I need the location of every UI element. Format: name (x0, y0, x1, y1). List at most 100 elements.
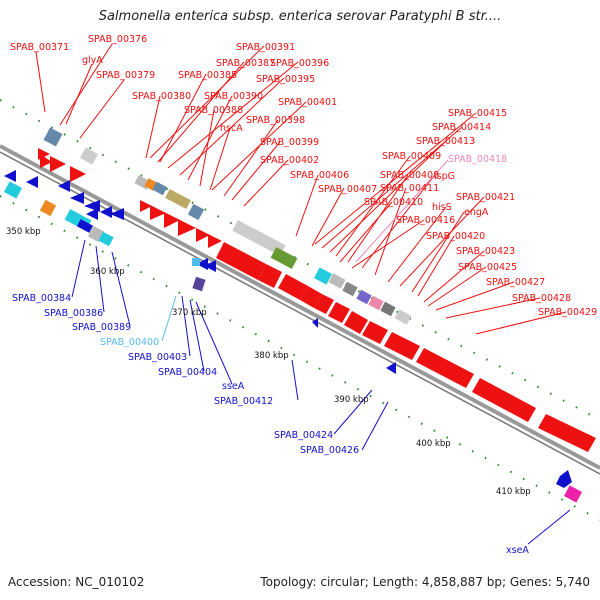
gene-rev (192, 258, 200, 266)
gene-label-spab-00399: SPAB_00399 (260, 137, 319, 148)
gene-fwd (196, 228, 210, 242)
gene-label-spab-00423: SPAB_00423 (456, 246, 515, 257)
gene-label-spab-00414: SPAB_00414 (432, 122, 491, 133)
gene-fwd (258, 264, 282, 288)
gene-label-ispg: ispG (434, 171, 455, 182)
gene-rev (26, 176, 38, 188)
gene-fwd (80, 147, 98, 165)
gene-fwd (40, 154, 52, 168)
tick-label-380: 380 kbp (254, 351, 289, 361)
gene-label-spab-00428: SPAB_00428 (512, 293, 571, 304)
gene-rev (86, 208, 98, 220)
gene-rev (100, 206, 112, 218)
gene-label-spab-00409: SPAB_00409 (382, 151, 441, 162)
gene-label-spab-00408: SPAB_00408 (380, 170, 439, 181)
genome-summary-text: Topology: circular; Length: 4,858,887 bp… (260, 575, 590, 589)
gene-fwd (342, 281, 358, 297)
gene-label-spab-00389: SPAB_00389 (72, 322, 131, 333)
gene-label-spab-00391: SPAB_00391 (236, 42, 295, 53)
gene-label-spab-00400: SPAB_00400 (100, 337, 159, 348)
forward-genes (38, 127, 596, 452)
gene-fwd (270, 247, 298, 269)
gene-label-ssea: sseA (222, 381, 245, 392)
gene-label-spab-00407: SPAB_00407 (318, 184, 377, 195)
gene-fwd (187, 203, 205, 221)
gene-fwd (314, 267, 332, 285)
gene-rev (564, 485, 582, 503)
gene-label-spab-00376: SPAB_00376 (88, 34, 147, 45)
gene-label-spab-00413: SPAB_00413 (416, 136, 475, 147)
backbone-outer (0, 144, 600, 470)
gene-fwd (380, 301, 396, 317)
gene-fwd (344, 311, 368, 334)
gene-label-spab-00398: SPAB_00398 (246, 115, 305, 126)
gene-label-spab-00403: SPAB_00403 (128, 352, 187, 363)
gene-label-spab-00388: SPAB_00388 (184, 105, 243, 116)
gene-rev (4, 181, 22, 199)
gene-label-spab-00418: SPAB_00418 (448, 154, 507, 165)
gene-fwd (368, 295, 384, 311)
gene-label-spab-00402: SPAB_00402 (260, 155, 319, 166)
gene-fwd (362, 321, 388, 344)
callout-spab-00400 (161, 295, 177, 342)
gene-label-spab-00379: SPAB_00379 (96, 70, 155, 81)
gene-fwd (314, 294, 334, 314)
gene-label-spab-00429: SPAB_00429 (538, 307, 597, 318)
gene-fwd (300, 286, 322, 308)
gene-label-spab-00410: SPAB_00410 (364, 197, 423, 208)
gene-fwd (328, 273, 346, 289)
gene-rev (196, 258, 208, 270)
gene-label-spab-00390: SPAB_00390 (204, 91, 263, 102)
gene-label-xsea: xseA (506, 545, 529, 556)
reverse-labels: SPAB_00384 SPAB_00386 SPAB_00389 SPAB_00… (12, 293, 529, 556)
gene-label-spab-00401: SPAB_00401 (278, 97, 337, 108)
gene-fwd (394, 309, 412, 325)
forward-callouts (35, 43, 567, 335)
gene-rev (98, 231, 114, 247)
gene-label-spab-00415: SPAB_00415 (448, 108, 507, 119)
gene-fwd (152, 181, 168, 196)
gene-label-spab-00421: SPAB_00421 (456, 192, 515, 203)
gene-fwd (356, 289, 372, 305)
gene-fwd (384, 332, 420, 360)
gene-label-spab-00404: SPAB_00404 (158, 367, 217, 378)
gene-label-spab-00387: SPAB_00387 (216, 58, 275, 69)
gene-fwd (216, 242, 266, 280)
kbp-ticks: 350 kbp 360 kbp 370 kbp 380 kbp 390 kbp … (6, 227, 531, 497)
accession-text: Accession: NC_010102 (8, 575, 145, 589)
gene-fwd (416, 348, 474, 388)
gene-fwd (164, 212, 180, 228)
tick-label-360: 360 kbp (90, 267, 125, 277)
gene-label-spab-00420: SPAB_00420 (426, 231, 485, 242)
gene-fwd (208, 234, 222, 248)
gene-rev (39, 199, 57, 217)
tick-label-370: 370 kbp (172, 308, 207, 318)
gene-rev (70, 192, 84, 204)
gene-label-spab-00396: SPAB_00396 (270, 58, 329, 69)
gene-label-enga: engA (464, 207, 489, 218)
map-title: Salmonella enterica subsp. enterica sero… (98, 9, 502, 24)
gene-fwd (165, 188, 191, 210)
gene-label-spab-00380: SPAB_00380 (132, 91, 191, 102)
gene-label-spab-00385: SPAB_00385 (178, 70, 237, 81)
gene-rev (312, 318, 318, 328)
gene-label-spab-00416: SPAB_00416 (396, 215, 455, 226)
gene-label-hiss: hisS (432, 202, 452, 213)
tick-label-410: 410 kbp (496, 487, 531, 497)
gene-rev (556, 470, 572, 488)
gene-rev (4, 170, 16, 182)
gene-label-spab-00427: SPAB_00427 (486, 277, 545, 288)
gene-label-glya: glyA (82, 55, 103, 66)
gene-label-spab-00384: SPAB_00384 (12, 293, 71, 304)
gene-fwd (150, 205, 166, 220)
callout-spab-00418 (355, 159, 449, 263)
reverse-callouts (71, 239, 571, 545)
gene-rev (110, 208, 124, 220)
gene-fwd (70, 166, 86, 182)
tick-label-400: 400 kbp (416, 439, 451, 449)
gene-label-spab-00395: SPAB_00395 (256, 74, 315, 85)
gene-fwd (328, 302, 350, 323)
guide-line-inner (0, 195, 600, 521)
